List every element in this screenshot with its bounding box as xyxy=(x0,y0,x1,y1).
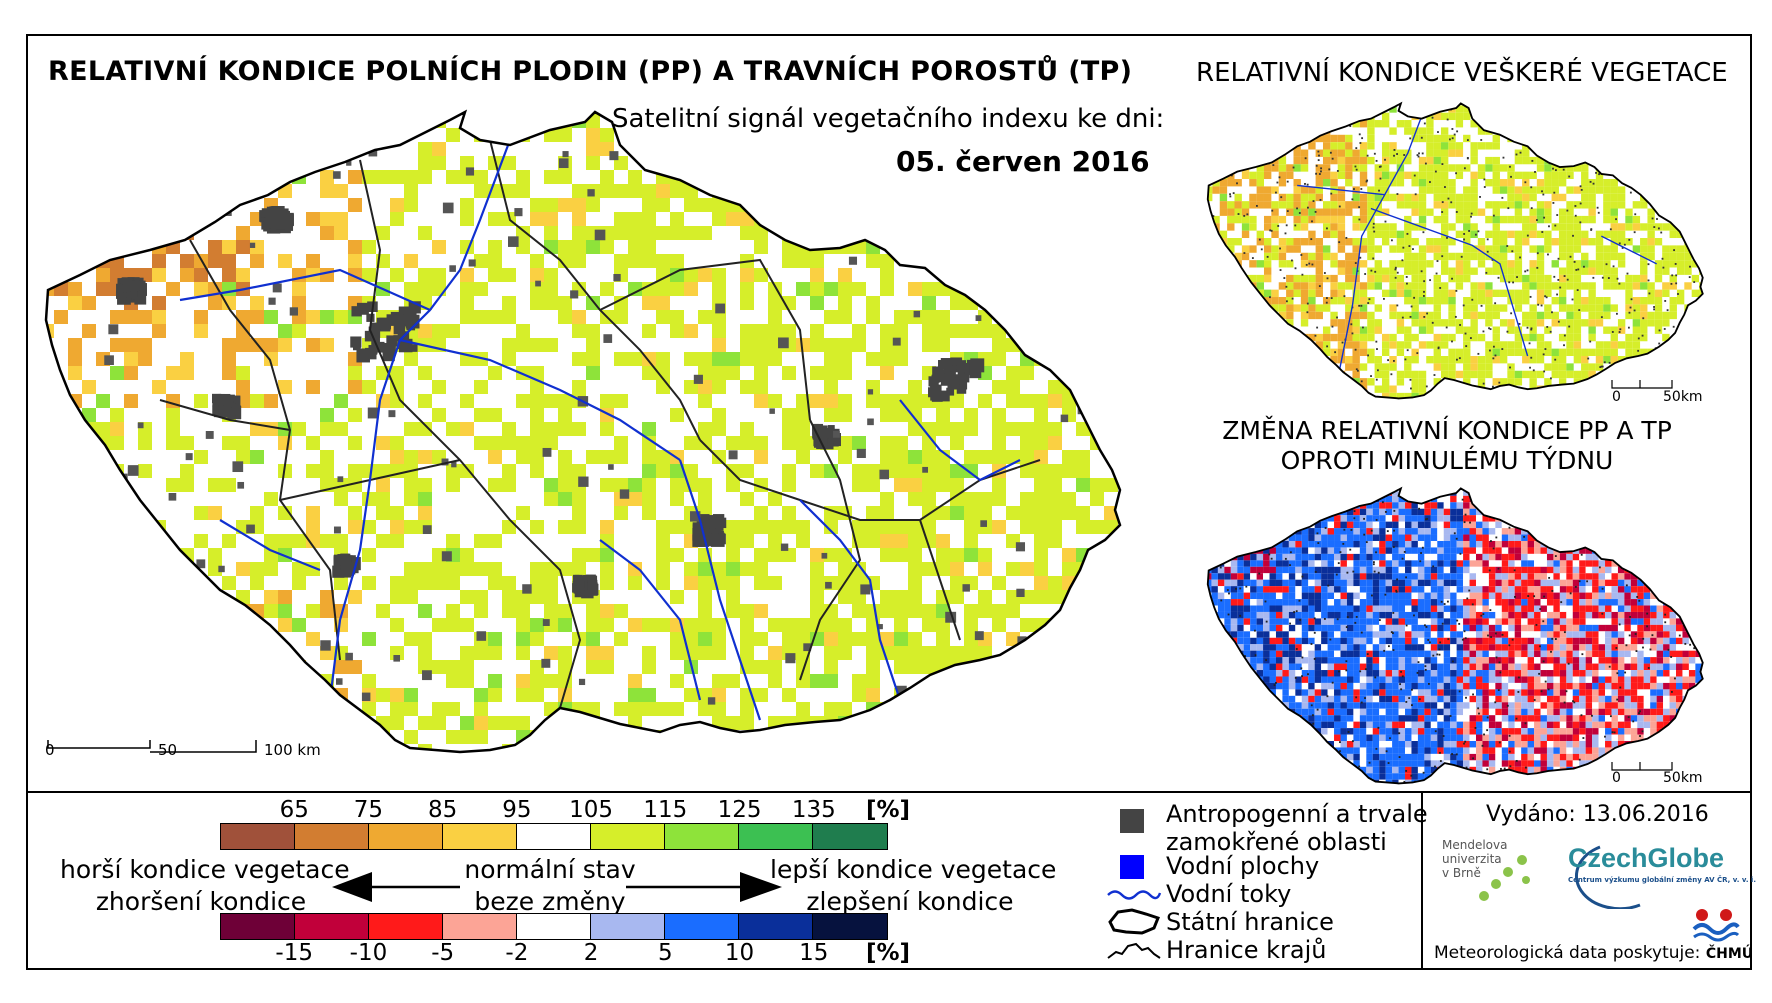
main-scale-0: 0 xyxy=(45,741,55,759)
right-arrow-icon xyxy=(626,872,782,902)
main-condition-map xyxy=(44,110,1122,754)
better-line1: lepší kondice vegetace xyxy=(770,855,1057,884)
left-arrow-icon xyxy=(332,872,460,902)
main-scale-50: 50 xyxy=(158,741,178,759)
issued-date: Vydáno: 13.06.2016 xyxy=(1486,802,1709,827)
legend-swatch xyxy=(221,824,295,849)
change-value: -10 xyxy=(349,940,388,966)
legend-swatch xyxy=(664,914,739,939)
czechglobe-logo: CzechGlobe Centrum výzkumu globální změn… xyxy=(1568,843,1756,909)
main-title: RELATIVNÍ KONDICE POLNÍCH PLODIN (PP) A … xyxy=(48,56,1133,87)
right-bottom-title-line1: ZMĚNA RELATIVNÍ KONDICE PP A TP xyxy=(1222,416,1672,445)
river-symbol-icon xyxy=(1107,890,1162,900)
mendel-line2: univerzita xyxy=(1442,852,1502,866)
change-unit: [%] xyxy=(866,940,911,966)
change-color-bar xyxy=(220,913,888,940)
legend-swatch xyxy=(738,824,813,849)
state-border-label: Státní hranice xyxy=(1166,908,1334,936)
anthropogenic-label: Antropogenní a trvale zamokřené oblasti xyxy=(1166,800,1428,856)
legend-swatch xyxy=(516,824,591,849)
legend-divider xyxy=(26,791,1752,793)
normal-line1: normální stav xyxy=(464,855,636,884)
czechglobe-subtitle: Centrum výzkumu globální změny AV ČR, v.… xyxy=(1568,876,1756,884)
legend-swatch xyxy=(738,914,813,939)
chmu-logo-icon xyxy=(1692,909,1740,942)
subtitle: Satelitní signál vegetačního indexu ke d… xyxy=(612,104,1165,134)
worse-line2: zhoršení kondice xyxy=(95,887,307,916)
legend-swatch xyxy=(294,914,369,939)
condition-value: 115 xyxy=(643,797,688,823)
mendel-line3: v Brně xyxy=(1442,866,1481,880)
water-swatch xyxy=(1120,855,1144,879)
condition-color-bar xyxy=(220,823,888,850)
state-border-icon xyxy=(1108,908,1160,935)
condition-unit: [%] xyxy=(866,797,911,823)
condition-value: 85 xyxy=(428,797,458,823)
change-value: -15 xyxy=(275,940,313,966)
condition-value: 65 xyxy=(279,797,309,823)
mendel-line1: Mendelova xyxy=(1442,838,1508,852)
region-border-label: Hranice krajů xyxy=(1166,936,1327,964)
condition-value: 105 xyxy=(569,797,614,823)
legend-swatch xyxy=(590,914,665,939)
legend-swatch xyxy=(368,914,443,939)
footer-divider xyxy=(1421,791,1423,970)
rivers-label: Vodní toky xyxy=(1166,880,1292,908)
legend-swatch xyxy=(442,824,517,849)
worse-line1: horší kondice vegetace xyxy=(60,855,350,884)
change-value: 2 xyxy=(583,940,599,966)
legend-swatch xyxy=(294,824,369,849)
condition-value: 135 xyxy=(791,797,836,823)
legend-swatch xyxy=(442,914,517,939)
change-value: -5 xyxy=(431,940,455,966)
worse-description: horší kondice vegetace zhoršení kondice xyxy=(60,854,350,918)
anthropogenic-line1: Antropogenní a trvale xyxy=(1166,800,1428,828)
rb-scale-bar xyxy=(1611,762,1673,771)
rb-scale-50: 50km xyxy=(1663,770,1703,786)
water-areas-label: Vodní plochy xyxy=(1166,852,1320,880)
condition-change-map xyxy=(1206,487,1704,785)
anthropogenic-line2: zamokřené oblasti xyxy=(1166,828,1387,856)
legend-swatch xyxy=(812,824,887,849)
condition-value: 125 xyxy=(717,797,762,823)
right-bottom-title: ZMĚNA RELATIVNÍ KONDICE PP A TP OPROTI M… xyxy=(1202,416,1762,476)
rb-scale-0: 0 xyxy=(1612,770,1621,786)
condition-value: 75 xyxy=(353,797,384,823)
legend-swatch xyxy=(516,914,591,939)
legend-swatch xyxy=(812,914,887,939)
condition-value: 95 xyxy=(502,797,532,823)
legend-swatch xyxy=(221,914,295,939)
rt-scale-0: 0 xyxy=(1612,389,1621,405)
overall-vegetation-map xyxy=(1206,102,1704,400)
right-bottom-title-line2: OPROTI MINULÉMU TÝDNU xyxy=(1280,446,1614,475)
czechglobe-ring-icon xyxy=(1574,845,1641,909)
normal-line2: beze změny xyxy=(474,887,626,916)
meteo-credit: Meteorologická data poskytuje: ČHMÚ xyxy=(1434,943,1753,963)
main-scale-bar xyxy=(47,740,257,753)
date-label: 05. červen 2016 xyxy=(896,145,1150,178)
region-border-icon xyxy=(1107,942,1161,959)
mendel-dots-icon xyxy=(1479,855,1530,901)
normal-description: normální stav beze změny xyxy=(460,854,640,918)
chmu-text: ČHMÚ xyxy=(1705,946,1754,962)
czechglobe-name: CzechGlobe xyxy=(1568,843,1725,873)
better-description: lepší kondice vegetace zlepšení kondice xyxy=(770,854,1057,918)
main-scale-100: 100 km xyxy=(264,741,321,759)
meteo-text: Meteorologická data poskytuje: xyxy=(1434,943,1701,963)
legend-swatch xyxy=(590,824,665,849)
mendel-logo: Mendelova univerzita v Brně xyxy=(1442,838,1507,880)
change-value: 10 xyxy=(724,940,755,966)
change-value: 5 xyxy=(658,940,673,966)
rt-scale-bar xyxy=(1611,380,1673,389)
change-value: 15 xyxy=(799,940,829,966)
anthropogenic-swatch xyxy=(1120,809,1144,833)
right-top-title: RELATIVNÍ KONDICE VEŠKERÉ VEGETACE xyxy=(1196,58,1728,88)
legend-swatch xyxy=(368,824,443,849)
change-value: -2 xyxy=(505,940,529,966)
legend-swatch xyxy=(664,824,739,849)
better-line2: zlepšení kondice xyxy=(806,887,1014,916)
rt-scale-50: 50km xyxy=(1663,389,1703,405)
